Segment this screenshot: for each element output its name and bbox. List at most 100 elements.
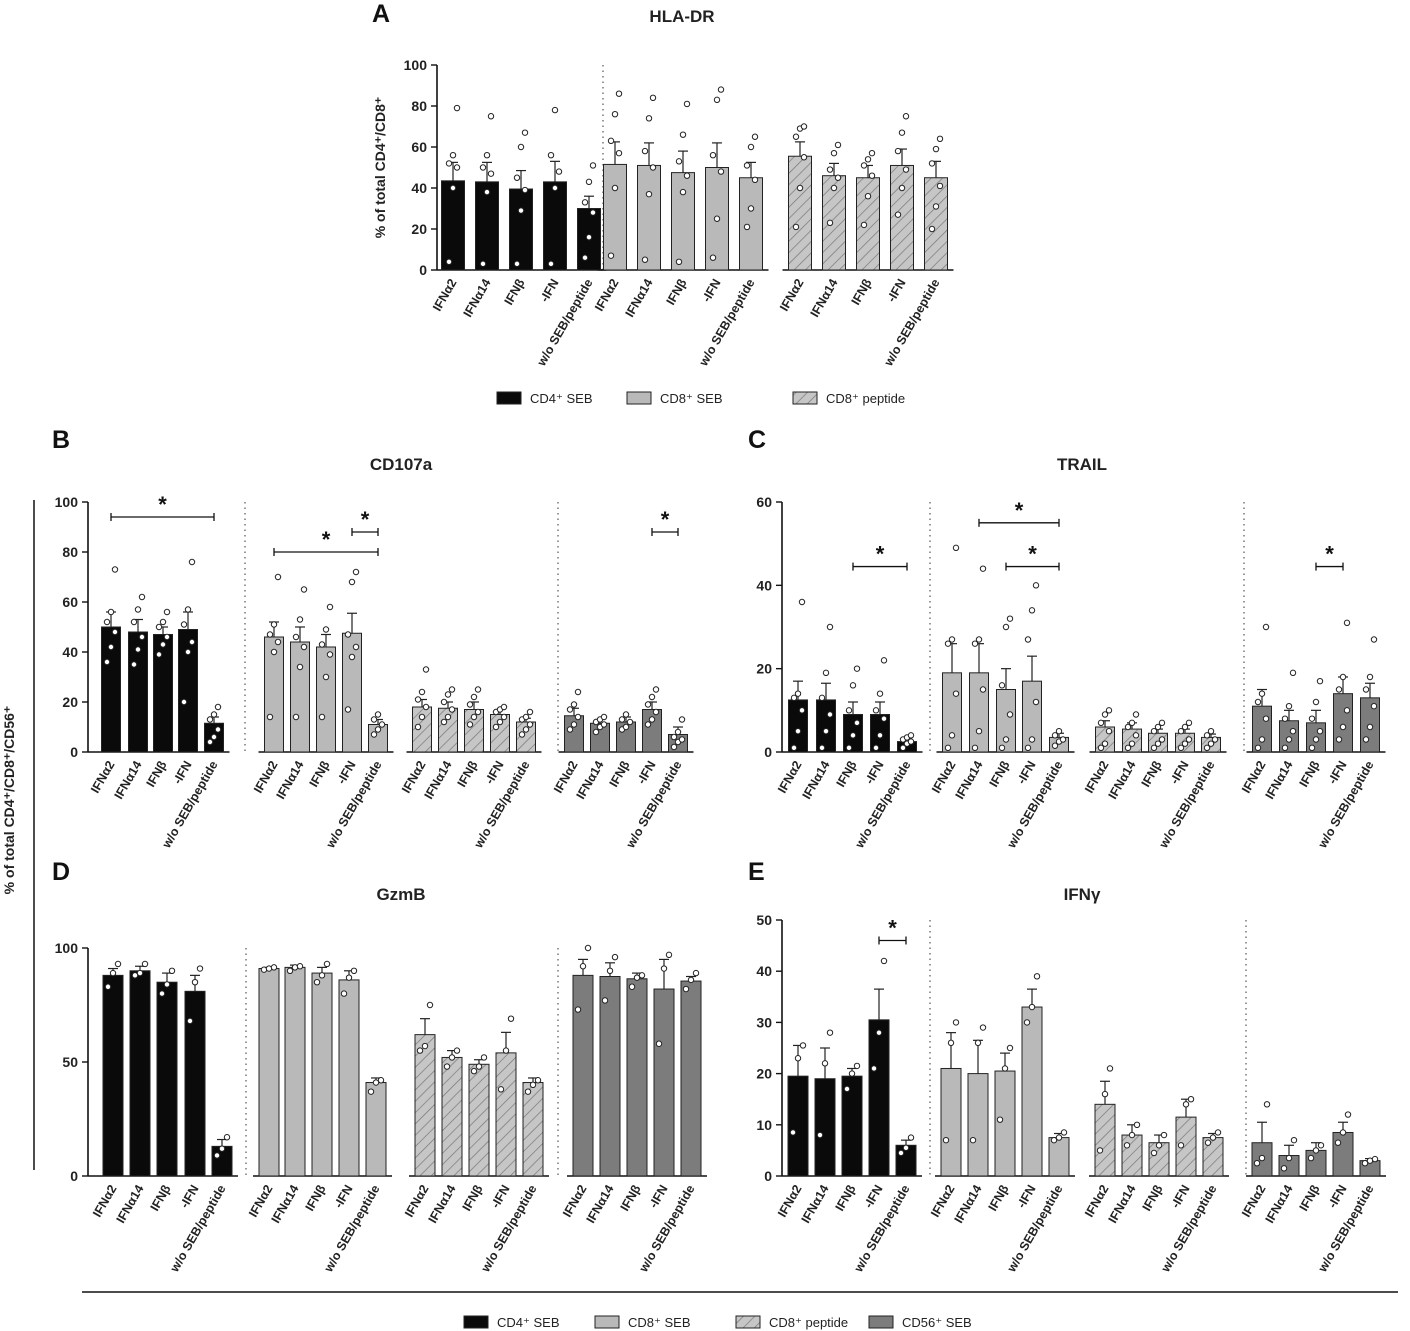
chart-c-data-point <box>1308 744 1316 752</box>
chart-b-data-point <box>418 713 426 721</box>
chart-c-bar <box>1252 705 1272 753</box>
chart-b-data-point <box>470 713 478 721</box>
chart-d-data-point <box>497 1086 505 1093</box>
chart-a-data-point <box>675 158 683 165</box>
chart-d-data-point <box>163 981 171 988</box>
chart-b-data-point <box>422 703 430 711</box>
chart-b-data-point <box>448 686 456 693</box>
chart-c-category-label: -IFN <box>1167 759 1191 787</box>
chart-a-data-point <box>521 186 529 194</box>
chart-a-data-point <box>932 203 940 210</box>
chart-d-category-label: w/o SEB/peptide <box>167 1182 229 1275</box>
chart-e-data-point <box>1187 1096 1195 1103</box>
chart-a-data-point <box>679 188 687 196</box>
chart-b-data-point <box>206 738 214 746</box>
chart-b-data-point <box>670 743 678 751</box>
chart-b-data-point <box>352 643 360 651</box>
chart-b-data-point <box>600 713 608 721</box>
chart-c-data-point <box>907 738 915 745</box>
chart-b-category-label: IFNβ <box>607 758 633 789</box>
chart-e-bar <box>1305 1149 1327 1177</box>
chart-a-data-point <box>449 184 457 192</box>
chart-e-category-label: w/o SEB/peptide <box>1315 1182 1377 1275</box>
chart-a-data-point <box>747 143 755 151</box>
chart-b-data-point <box>644 721 652 728</box>
chart-e-data-point <box>1060 1129 1068 1136</box>
legend-top: CD4⁺ SEB CD8⁺ SEB CD8⁺ peptide <box>496 391 905 406</box>
chart-d-bar <box>680 980 702 1177</box>
chart-d-category-label: IFNβ <box>303 1182 329 1213</box>
chart-a-data-point <box>902 166 910 173</box>
chart-c-data-point <box>944 640 952 647</box>
chart-c-data-point <box>1203 744 1211 752</box>
chart-b-ytick-label: 40 <box>62 644 78 660</box>
chart-a-data-point <box>675 258 683 265</box>
chart-b-data-point <box>214 726 222 733</box>
chart-b-data-point <box>163 633 171 641</box>
chart-a-data-point <box>932 145 940 153</box>
chart-b-data-point <box>522 713 530 721</box>
chart-c-data-point <box>1101 740 1109 747</box>
chart-d-category-label: w/o SEB/peptide <box>636 1182 698 1275</box>
chart-c-data-point <box>1024 636 1032 643</box>
chart-c-data-point <box>944 744 952 752</box>
chart-c-data-point <box>880 715 888 722</box>
chart-b-data-point <box>592 728 600 736</box>
chart-a-bar <box>890 164 914 271</box>
chart-a-data-point <box>679 131 687 138</box>
chart-b-data-point <box>180 621 188 628</box>
chart-b-data-point <box>274 638 282 646</box>
chart-b-data-point <box>266 631 274 638</box>
chart-a-data-point <box>713 215 721 222</box>
chart-a-data-point <box>928 225 936 233</box>
chart-d-data-point <box>601 997 609 1004</box>
chart-b-data-point <box>500 713 508 721</box>
chart-c-data-point <box>1059 736 1067 743</box>
chart-c-data-point <box>798 707 806 714</box>
chart-c-data-point <box>1207 727 1215 735</box>
chart-d-bar <box>441 1056 463 1177</box>
chart-e-data-point <box>969 1136 977 1144</box>
chart-b-data-point <box>206 716 214 723</box>
chart-c-data-point <box>979 686 987 693</box>
chart-e-data-point <box>907 1134 915 1141</box>
chart-e-data-point <box>1214 1129 1222 1136</box>
chart-e-data-point <box>942 1136 950 1144</box>
chart-b-data-point <box>618 716 626 723</box>
chart-d-data-point <box>367 1088 375 1095</box>
chart-b-data-point <box>188 638 196 646</box>
chart-c-data-point <box>1124 744 1132 752</box>
chart-e-data-point <box>1182 1101 1190 1108</box>
chart-b-data-point <box>300 643 308 651</box>
chart-e-data-point <box>1096 1147 1104 1154</box>
chart-a-data-point <box>513 174 521 181</box>
chart-a-data-point <box>453 104 461 112</box>
legend-top-swatch <box>792 391 818 405</box>
chart-b-data-point <box>440 718 448 726</box>
chart-c-ytick-label: 0 <box>764 744 772 760</box>
chart-c-data-point <box>1158 736 1166 743</box>
chart-c-data-point <box>1281 715 1289 722</box>
chart-b-data-point <box>370 716 378 723</box>
chart-a-data-point <box>645 190 653 198</box>
chart-b-data-point <box>184 648 192 656</box>
chart-e-category-label: -IFN <box>1014 1183 1038 1211</box>
panel-letter-e: E <box>748 858 765 886</box>
chart-b-data-point <box>570 721 578 728</box>
chart-b-data-point <box>318 713 326 721</box>
legend-bottom-swatch <box>463 1315 489 1329</box>
chart-a-category-label: IFNα14 <box>461 276 494 319</box>
chart-b-data-point <box>622 723 630 731</box>
chart-c-category-label: IFNα2 <box>775 758 805 795</box>
chart-b-data-point <box>274 573 282 581</box>
chart-a-data-point <box>615 149 623 157</box>
chart-e-category-label: -IFN <box>1325 1183 1349 1211</box>
chart-c-category-label: -IFN <box>1325 759 1349 787</box>
chart-e-data-point <box>897 1149 905 1157</box>
chart-b-data-point <box>188 558 196 566</box>
chart-c-data-point <box>1002 736 1010 743</box>
chart-a-data-point <box>483 152 491 159</box>
chart-b-bar <box>642 709 662 753</box>
